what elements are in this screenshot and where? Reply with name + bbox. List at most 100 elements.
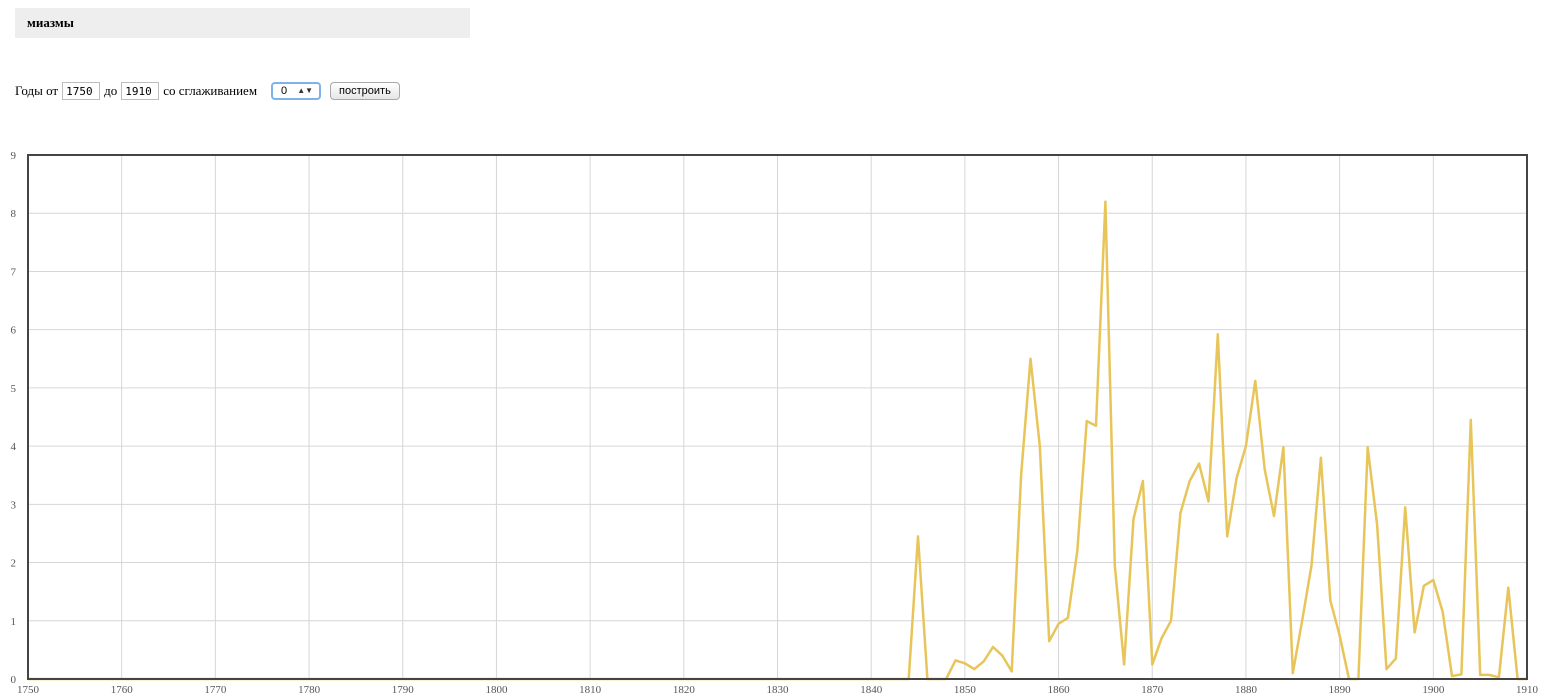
data-point	[1441, 611, 1444, 614]
data-point	[1113, 564, 1116, 567]
data-point	[1057, 622, 1060, 625]
data-point	[1310, 564, 1313, 567]
x-tick-label: 1820	[673, 684, 696, 696]
data-point	[1020, 474, 1023, 477]
data-point	[1469, 418, 1472, 421]
tick-labels: 1750 1760 1770 1780 1790 1800 1810 1820 1830 1840…	[11, 150, 1539, 696]
data-point	[1376, 523, 1379, 526]
data-point	[1207, 500, 1210, 503]
data-point	[1460, 673, 1463, 676]
y-tick-label: 3	[11, 499, 17, 511]
data-point	[1413, 631, 1416, 634]
x-tick-label: 1790	[392, 684, 415, 696]
series-layer	[27, 200, 1528, 681]
data-point	[1001, 654, 1004, 657]
data-point	[1076, 549, 1079, 552]
smoothing-label: со сглаживанием	[163, 83, 258, 98]
data-point	[1226, 535, 1229, 538]
data-point	[1085, 420, 1088, 423]
x-tick-label: 1880	[1235, 684, 1258, 696]
data-point	[1198, 462, 1201, 465]
x-tick-label: 1870	[1141, 684, 1164, 696]
data-point	[1507, 586, 1510, 589]
x-tick-label: 1910	[1516, 684, 1539, 696]
data-point	[1216, 333, 1219, 336]
y-tick-label: 7	[11, 266, 17, 278]
controls-row: Годы от до со сглаживанием 0 ▲▼ построит…	[15, 80, 400, 102]
x-tick-label: 1890	[1329, 684, 1352, 696]
year-from-input[interactable]	[62, 82, 101, 100]
data-point	[1151, 663, 1154, 666]
select-arrows-icon: ▲▼	[297, 86, 314, 95]
x-tick-label: 1840	[860, 684, 883, 696]
data-point	[1104, 200, 1107, 203]
data-point	[1338, 634, 1341, 637]
y-tick-label: 4	[11, 441, 17, 453]
x-tick-label: 1810	[579, 684, 602, 696]
data-point	[1095, 424, 1098, 427]
y-tick-label: 5	[11, 383, 17, 395]
data-point	[1029, 357, 1032, 360]
x-tick-label: 1750	[17, 684, 40, 696]
data-point	[1160, 637, 1163, 640]
y-tick-label: 6	[11, 325, 17, 337]
x-tick-label: 1860	[1048, 684, 1071, 696]
data-point	[1254, 379, 1257, 382]
data-point	[1479, 673, 1482, 676]
y-tick-label: 8	[11, 208, 17, 220]
smoothing-select-value: 0	[281, 85, 288, 97]
y-tick-label: 0	[11, 674, 17, 686]
data-point	[1319, 456, 1322, 459]
data-point	[1188, 480, 1191, 483]
data-point	[1497, 676, 1500, 679]
data-point	[1066, 616, 1069, 619]
data-point	[1169, 619, 1172, 622]
y-tick-label: 2	[11, 558, 17, 570]
data-point	[1329, 599, 1332, 602]
data-point	[982, 660, 985, 663]
data-point	[1488, 673, 1491, 676]
x-tick-label: 1830	[767, 684, 790, 696]
smoothing-select[interactable]: 0 ▲▼	[271, 82, 322, 100]
x-tick-label: 1760	[111, 684, 134, 696]
y-tick-label: 9	[11, 150, 17, 162]
data-point	[991, 645, 994, 648]
data-point	[1132, 517, 1135, 520]
data-point	[1451, 675, 1454, 678]
data-point	[1123, 663, 1126, 666]
x-tick-label: 1770	[204, 684, 227, 696]
x-tick-label: 1850	[954, 684, 977, 696]
data-point	[1010, 670, 1013, 673]
years-to-label: до	[104, 83, 118, 98]
build-button[interactable]: построить	[330, 82, 400, 100]
year-to-input[interactable]	[121, 82, 160, 100]
grid	[27, 154, 1528, 680]
data-point	[1422, 584, 1425, 587]
data-point	[1273, 514, 1276, 517]
series-line	[28, 200, 1527, 681]
data-point	[1404, 506, 1407, 509]
data-point	[1235, 477, 1238, 480]
data-point	[954, 659, 957, 662]
y-tick-label: 1	[11, 616, 17, 628]
data-point	[973, 668, 976, 671]
data-point	[1263, 468, 1266, 471]
plot-frame	[27, 154, 1528, 680]
query-term-bar: миазмы	[15, 8, 470, 38]
data-point	[1394, 657, 1397, 660]
data-point	[1432, 579, 1435, 582]
x-tick-label: 1780	[298, 684, 321, 696]
data-point	[1282, 446, 1285, 449]
data-point	[1048, 640, 1051, 643]
data-point	[917, 535, 920, 538]
data-point	[1301, 619, 1304, 622]
years-from-label: Годы от	[15, 83, 59, 98]
query-term: миазмы	[27, 15, 74, 30]
data-point	[1291, 672, 1294, 675]
data-point	[963, 662, 966, 665]
data-point	[1244, 445, 1247, 448]
x-tick-label: 1900	[1422, 684, 1445, 696]
data-point	[1366, 446, 1369, 449]
data-point	[1038, 445, 1041, 448]
